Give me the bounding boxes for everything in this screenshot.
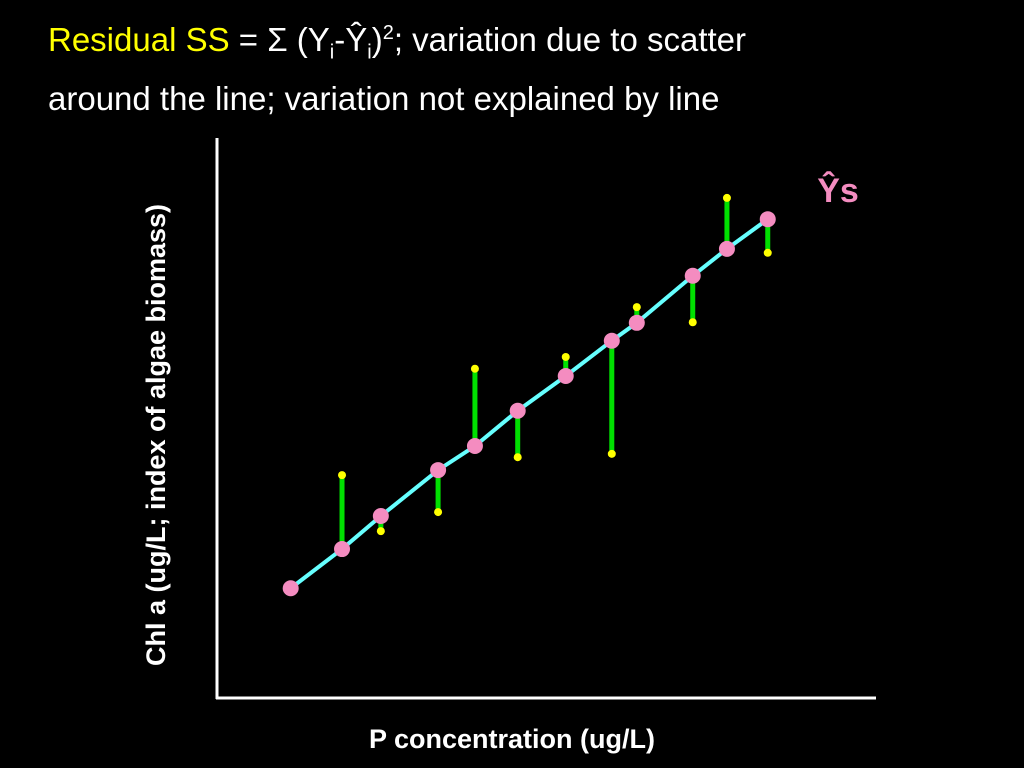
observed-point	[434, 508, 443, 517]
title-subscript: i	[329, 41, 335, 64]
title-text: around the line; variation not explained…	[48, 79, 720, 117]
fitted-point	[466, 438, 483, 454]
title-subscript: i	[367, 41, 372, 64]
fitted-point	[557, 368, 574, 384]
fitted-point	[603, 332, 620, 349]
title-highlight: Residual SS	[48, 21, 230, 58]
observed-point	[513, 453, 522, 462]
fitted-point	[718, 240, 735, 257]
title-text: )	[371, 21, 383, 58]
title-superscript: 2	[382, 22, 394, 44]
title-text: -Ŷ	[334, 21, 368, 58]
fitted-point	[372, 508, 389, 524]
fitted-point	[759, 211, 776, 228]
title-text: = Σ (Y	[229, 21, 330, 58]
fitted-point	[282, 580, 299, 597]
observed-point	[607, 449, 616, 458]
observed-point	[763, 248, 772, 257]
observed-point	[561, 352, 570, 361]
observed-point	[470, 364, 479, 373]
observed-point	[376, 527, 385, 536]
fitted-point	[430, 462, 447, 479]
observed-point	[632, 303, 641, 312]
observed-point	[688, 318, 697, 327]
fitted-point	[334, 541, 351, 558]
fitted-point	[509, 402, 526, 419]
y-axis-label: Chl a (ug/L; index of algae biomass)	[141, 204, 171, 666]
observed-point	[338, 471, 347, 480]
fitted-point	[628, 314, 645, 331]
slide-title: Residual SS = Σ (Yi-Ŷi)2; variation due …	[48, 10, 1008, 122]
title-text: ; variation due to scatter	[393, 21, 747, 58]
observed-point	[722, 193, 731, 202]
fitted-point	[684, 267, 701, 284]
x-axis-label: P concentration (ug/L)	[369, 724, 655, 754]
annotation: Ŷs	[817, 172, 859, 210]
